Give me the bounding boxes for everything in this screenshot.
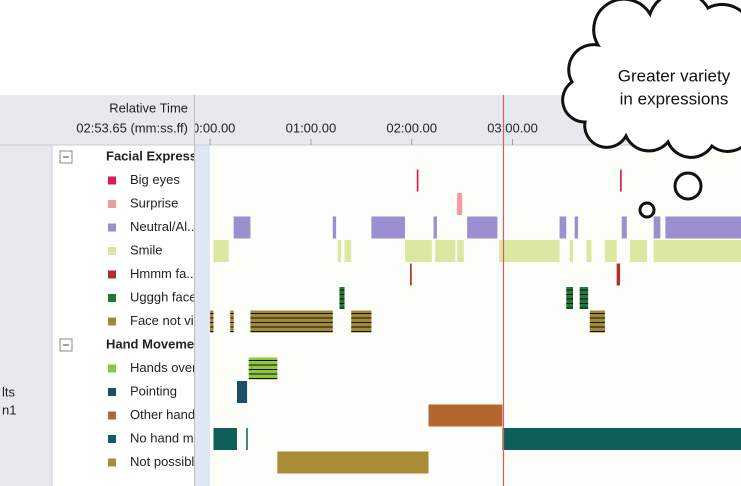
segment	[630, 240, 647, 262]
row-swatch	[108, 247, 116, 255]
row-label: Pointing	[130, 383, 177, 398]
row-swatch	[108, 200, 116, 208]
segment	[653, 216, 661, 239]
segment	[416, 169, 419, 192]
segment	[604, 240, 617, 262]
cloud-shape	[561, 0, 741, 159]
row-swatch	[108, 435, 116, 443]
row-label: No hand mo	[130, 430, 201, 445]
cloud-text: in expressions	[620, 89, 729, 108]
segment	[233, 216, 251, 239]
segment	[457, 240, 464, 262]
segment	[371, 216, 405, 239]
segment	[230, 310, 234, 333]
segment	[665, 216, 741, 239]
segment	[213, 428, 237, 450]
x-tick-label: 01:00.00	[286, 120, 337, 135]
row-swatch	[108, 176, 116, 185]
group-label: Facial Expressi	[106, 148, 201, 163]
current-time: 02:53.65 (mm:ss.ff)	[76, 120, 188, 135]
row-label: Not possible	[130, 454, 202, 469]
segment	[339, 287, 345, 309]
cloud-bubble	[673, 171, 703, 201]
segment	[566, 287, 573, 309]
row-label: Other hand	[130, 407, 195, 422]
segment	[502, 428, 741, 450]
group-label: Hand Moveme	[106, 336, 194, 351]
row-swatch	[108, 458, 116, 467]
row-label: Hmmm fa...	[130, 266, 197, 281]
row-label: Big eyes	[130, 172, 180, 187]
row-swatch	[108, 223, 116, 232]
row-swatch	[108, 411, 116, 420]
segment	[620, 169, 622, 192]
panel-text: n1	[2, 402, 16, 417]
segment	[574, 216, 579, 239]
row-swatch	[108, 294, 116, 302]
row-label: Face not vis	[130, 313, 201, 328]
timeline-margin	[195, 145, 210, 486]
row-label: Hands over	[130, 360, 197, 375]
segment	[433, 216, 437, 239]
row-label: Neutral/Al...	[130, 219, 198, 234]
segment	[246, 428, 248, 450]
x-tick-label: 03:00.00	[487, 120, 538, 135]
row-label: Surprise	[130, 195, 178, 210]
tree: Facial Expressi Big eyes Surprise Neutral/A…	[59, 148, 202, 469]
segment	[344, 240, 352, 262]
x-tick-label: 02:00.00	[386, 120, 437, 135]
cloud-bubble	[638, 201, 656, 219]
row-swatch	[108, 388, 116, 396]
row-label: Smile	[130, 242, 163, 257]
segment	[616, 263, 621, 286]
segment	[435, 240, 456, 262]
segment	[559, 216, 567, 239]
segment	[410, 263, 412, 286]
segment	[405, 240, 432, 262]
segment	[467, 216, 498, 239]
segment	[653, 240, 741, 262]
row-swatch	[108, 270, 116, 279]
segment	[499, 240, 560, 262]
segment	[428, 404, 503, 427]
thought-cloud: Greater variety in expressions	[561, 0, 741, 219]
panel-text: lts	[2, 384, 16, 399]
segment	[457, 193, 463, 215]
segment	[237, 381, 248, 403]
segment	[337, 240, 342, 262]
x-tick-label: 00:00.00	[185, 120, 236, 135]
relative-time-label: Relative Time	[109, 100, 188, 115]
row-swatch	[108, 317, 116, 326]
segment	[579, 287, 589, 309]
segment	[586, 240, 592, 262]
segment	[621, 216, 627, 239]
tree-background	[52, 145, 194, 486]
row-swatch	[108, 364, 116, 373]
segment	[569, 240, 573, 262]
segment	[332, 216, 337, 239]
segment	[277, 451, 429, 474]
segment	[210, 310, 214, 333]
row-label: Ugggh face	[130, 289, 197, 304]
cloud-text: Greater variety	[618, 66, 731, 85]
segment	[213, 240, 229, 262]
